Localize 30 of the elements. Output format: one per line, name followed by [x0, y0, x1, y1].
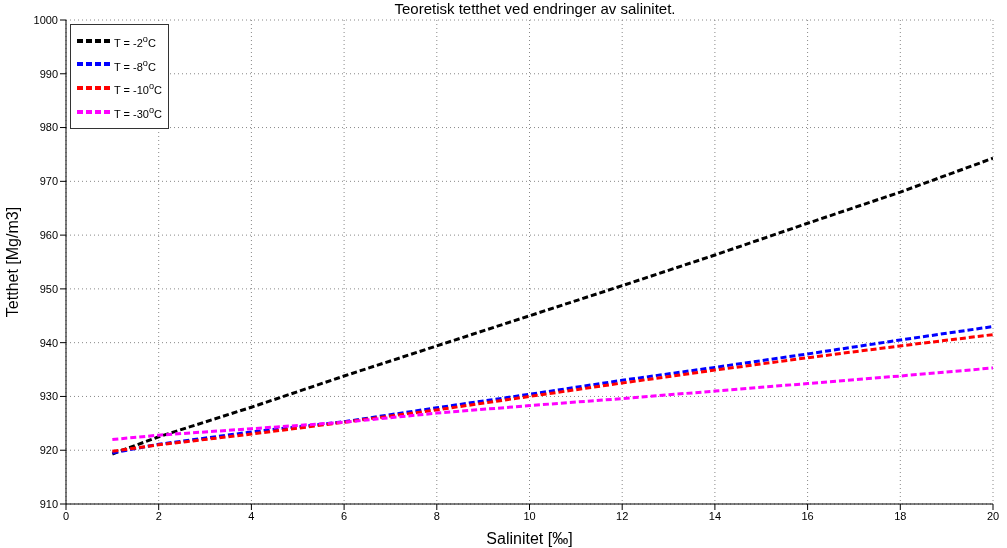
x-tick-label: 20 — [986, 509, 1000, 522]
y-tick-label: 990 — [39, 67, 58, 80]
x-tick-label: 8 — [433, 509, 440, 522]
y-tick-label: 950 — [39, 282, 58, 295]
y-tick-label: 1000 — [33, 13, 58, 26]
y-tick-label: 980 — [39, 121, 58, 134]
y-tick-label: 910 — [39, 497, 58, 510]
chart-title: Teoretisk tetthet ved endringer av salinitet. — [394, 0, 676, 17]
x-tick-label: 2 — [155, 509, 162, 522]
y-tick-label: 930 — [39, 390, 58, 403]
x-tick-label: 18 — [894, 509, 907, 522]
x-tick-label: 6 — [341, 509, 348, 522]
x-axis-title: Salinitet [‰] — [486, 530, 573, 547]
legend-label: T = -10$^{o}$C — [114, 80, 163, 98]
y-tick-label: 970 — [39, 175, 58, 188]
legend-label: T = -2$^{o}$C — [114, 33, 156, 51]
y-tick-label: 920 — [39, 444, 58, 457]
y-axis-title: Tetthet [Mg/m3] — [3, 206, 21, 318]
x-tick-label: 0 — [62, 509, 70, 522]
x-tick-label: 14 — [708, 509, 722, 522]
legend-label: T = -8$^{o}$C — [114, 56, 156, 75]
line-series — [110, 156, 993, 456]
y-tick-label: 960 — [39, 229, 58, 242]
x-tick-label: 10 — [523, 509, 536, 522]
y-tick-label: 940 — [39, 336, 58, 349]
x-tick-label: 4 — [248, 509, 255, 522]
line-series — [110, 366, 993, 441]
x-tick-label: 16 — [801, 509, 814, 522]
legend-label: T = -30$^{o}$C — [114, 103, 163, 122]
x-tick-label: 12 — [616, 509, 629, 522]
